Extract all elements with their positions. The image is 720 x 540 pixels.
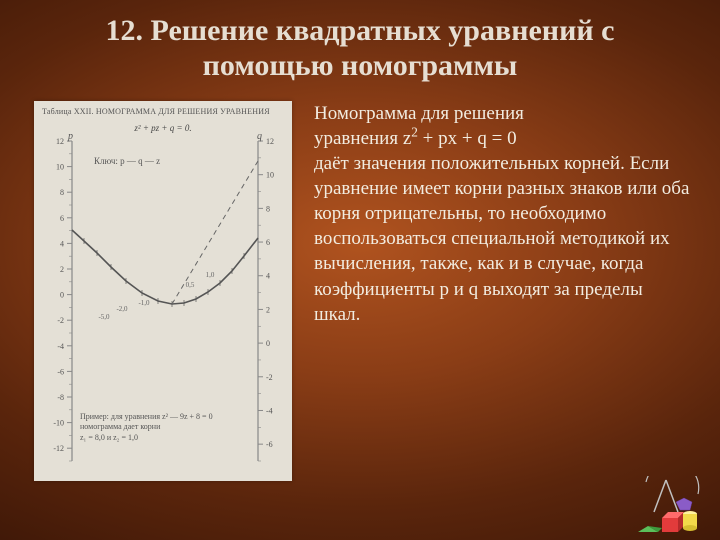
example-line-3: z₁ = 8,0 и z₂ = 1,0 [80, 433, 240, 443]
svg-text:-5,0: -5,0 [98, 313, 110, 321]
slide-title: 12. Решение квадратных уравнений с помощ… [0, 0, 720, 83]
svg-text:4: 4 [60, 239, 64, 248]
svg-text:-2,0: -2,0 [116, 305, 128, 313]
figure-example: Пример: для уравнения z² — 9z + 8 = 0 но… [80, 412, 240, 443]
svg-text:12: 12 [266, 137, 274, 146]
nomogram-figure: Таблица XXII. НОМОГРАММА ДЛЯ РЕШЕНИЯ УРА… [34, 101, 292, 481]
svg-text:4: 4 [266, 272, 270, 281]
svg-text:0: 0 [60, 291, 64, 300]
svg-text:6: 6 [266, 238, 270, 247]
example-line-1: Пример: для уравнения z² — 9z + 8 = 0 [80, 412, 240, 422]
svg-text:-4: -4 [266, 406, 273, 415]
svg-text:-6: -6 [266, 440, 273, 449]
svg-text:8: 8 [266, 204, 270, 213]
body-line-1a: Номограмма для решения [314, 103, 524, 124]
svg-text:0: 0 [266, 339, 270, 348]
corner-decoration-icon [634, 476, 704, 532]
title-text: 12. Решение квадратных уравнений с помощ… [106, 14, 615, 82]
p-axis-label: p [68, 131, 73, 142]
sup-2: 2 [411, 125, 418, 140]
svg-text:10: 10 [56, 163, 64, 172]
svg-text:-4: -4 [57, 342, 64, 351]
body-line-1c: + px + q = 0 [418, 128, 517, 149]
svg-text:-2: -2 [266, 373, 273, 382]
svg-text:-8: -8 [57, 393, 64, 402]
svg-text:6: 6 [60, 214, 64, 223]
body-line-1b: уравнения z [314, 128, 411, 149]
q-axis-label: q [257, 131, 262, 142]
svg-text:-6: -6 [57, 367, 64, 376]
svg-text:-12: -12 [53, 444, 64, 453]
svg-text:8: 8 [60, 188, 64, 197]
svg-text:0,5: 0,5 [186, 281, 195, 289]
svg-text:1,0: 1,0 [206, 271, 215, 279]
figure-caption: Таблица XXII. НОМОГРАММА ДЛЯ РЕШЕНИЯ УРА… [42, 107, 270, 116]
svg-text:2: 2 [266, 305, 270, 314]
svg-text:-10: -10 [53, 419, 64, 428]
figure-key: Ключ: p — q — z [94, 156, 160, 166]
svg-text:2: 2 [60, 265, 64, 274]
svg-text:12: 12 [56, 137, 64, 146]
body-text: Номограмма для решения уравнения z2 + px… [314, 101, 690, 481]
body-rest: даёт значения положительных корней. Если… [314, 153, 689, 324]
svg-text:-2: -2 [57, 316, 64, 325]
svg-text:10: 10 [266, 171, 274, 180]
svg-text:-1,0: -1,0 [138, 299, 150, 307]
example-line-2: номограмма дает корни [80, 422, 240, 432]
